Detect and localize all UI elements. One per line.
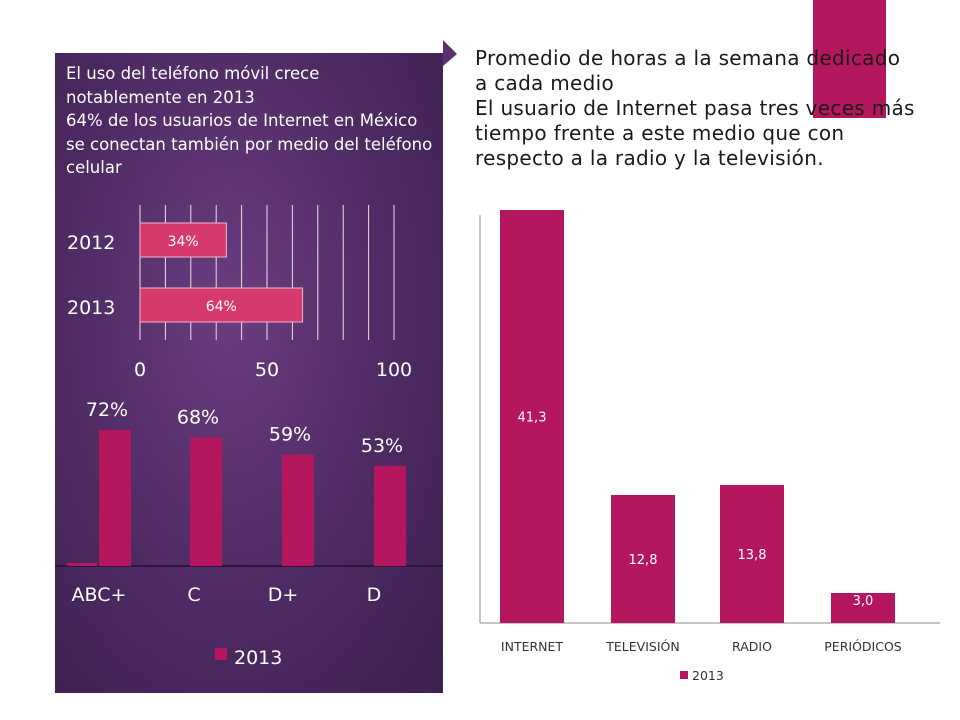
data-label: 13,8 [738,548,767,563]
category-label: 2013 [67,297,115,319]
bar [720,485,784,623]
data-label: 41,3 [518,411,547,426]
data-label: 68% [177,406,219,428]
category-label: C [187,584,200,606]
data-label: 12,8 [629,553,658,568]
category-label: D+ [268,584,299,606]
bar-stub [67,563,97,566]
category-label: D [367,584,382,606]
category-label: RADIO [732,639,772,654]
tick-label: 50 [255,359,279,381]
data-label: 34% [168,234,199,250]
bar [831,593,895,623]
data-label: 3,0 [853,594,874,609]
bar [282,454,314,566]
category-label: PERIÓDICOS [824,639,902,654]
category-label: 2012 [67,232,115,254]
right-header-line-2: El usuario de Internet pasa tres veces m… [475,96,915,170]
category-label: TELEVISIÓN [605,639,679,654]
data-label: 72% [86,399,128,421]
left-panel [55,53,443,693]
bar [139,287,304,323]
corner-arrow-icon [443,40,457,66]
bar [139,222,227,258]
data-label: 59% [269,423,311,445]
bar [611,495,675,623]
bar [190,437,222,566]
legend-swatch [215,648,227,660]
bar [99,429,131,566]
panel-line-1: El uso del teléfono móvil crece notablem… [66,64,320,107]
tick-label: 0 [134,359,146,381]
bar [500,210,564,623]
right-header-text: Promedio de horas a la semana dedicado a… [475,46,915,171]
legend-label: 2013 [234,647,282,669]
legend-swatch [680,671,688,679]
tick-label: 100 [376,359,412,381]
category-label: ABC+ [72,584,127,606]
right-header-line-1: Promedio de horas a la semana dedicado a… [475,46,901,95]
category-label: INTERNET [501,639,564,654]
decorative-stripe [813,0,886,118]
legend-label: 2013 [692,668,724,683]
left-panel-text: El uso del teléfono móvil crece notablem… [66,62,436,180]
data-label: 64% [206,299,237,315]
data-label: 53% [361,435,403,457]
panel-line-2: 64% de los usuarios de Internet en Méxic… [66,111,433,177]
bar [374,465,406,566]
